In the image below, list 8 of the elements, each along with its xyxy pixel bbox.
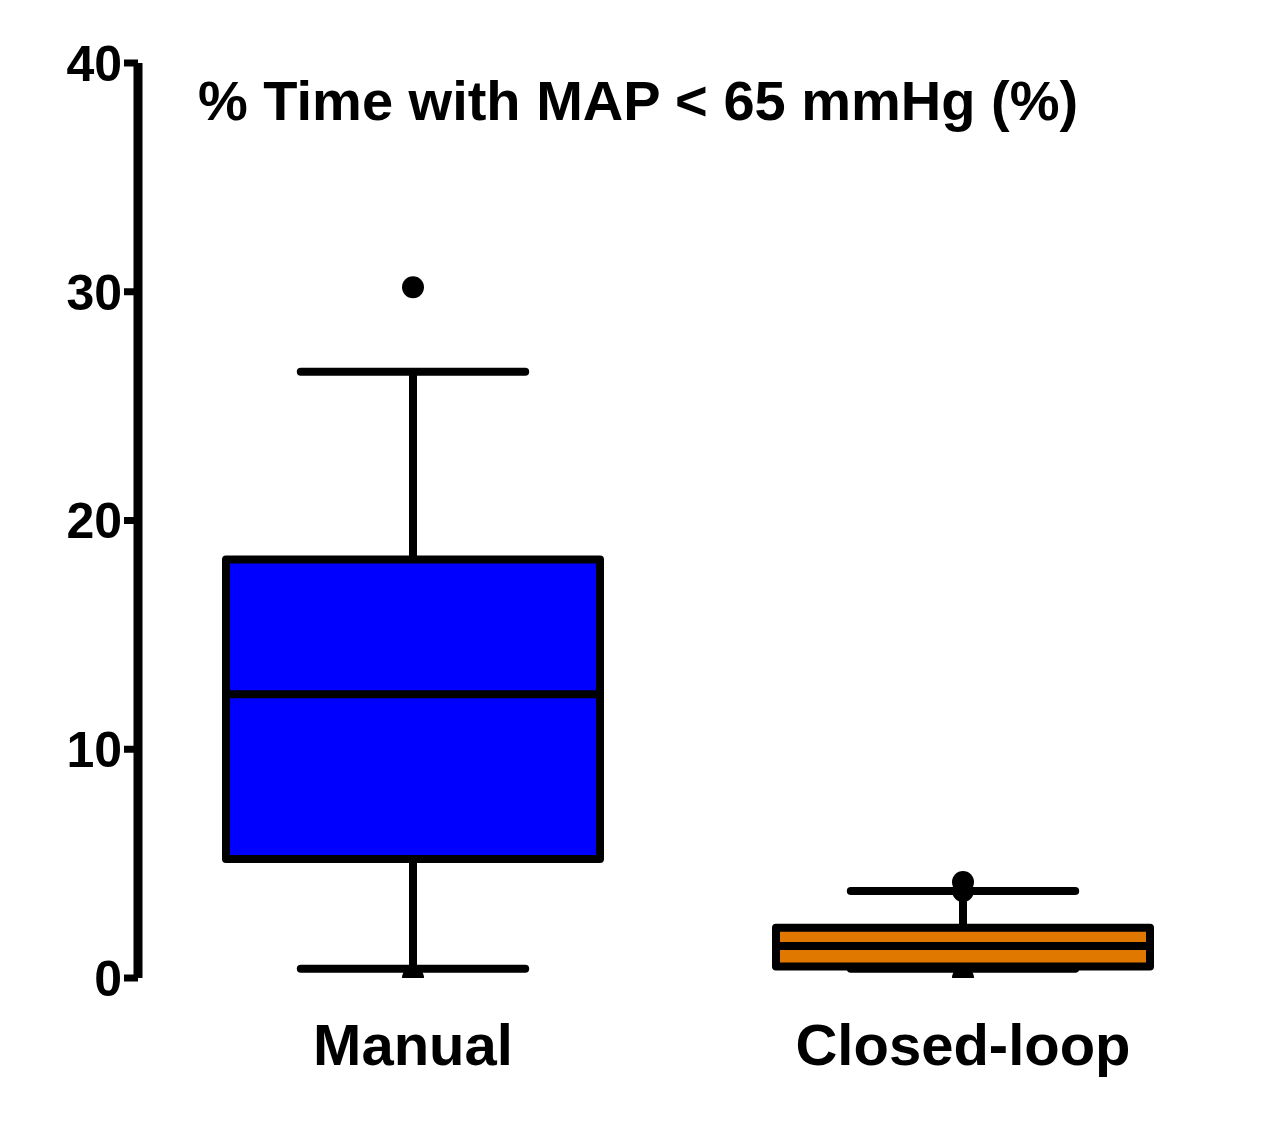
y-tick-label: 30: [66, 264, 122, 321]
x-tick-label: Closed-loop: [795, 1012, 1131, 1078]
y-tick-label: 40: [66, 35, 122, 92]
y-tick-label: 20: [66, 493, 122, 550]
x-tick-label: Manual: [313, 1012, 513, 1078]
y-tick-label: 10: [66, 722, 122, 778]
y-tick-label: 0: [94, 950, 122, 1007]
chart-title: % Time with MAP < 65 mmHg (%): [198, 68, 1079, 133]
